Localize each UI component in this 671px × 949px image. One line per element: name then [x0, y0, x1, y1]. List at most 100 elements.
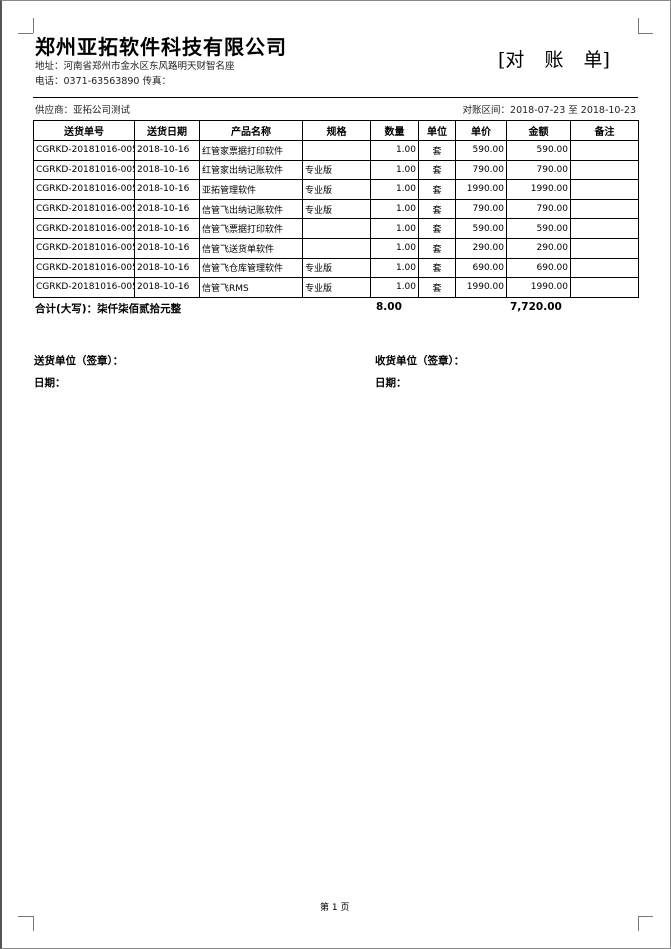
table-cell [302, 237, 371, 259]
table-cell: 2018-10-16 [134, 237, 200, 259]
company-address: 地址：河南省郑州市金水区东风路明天财智名座 [35, 61, 235, 72]
table-cell: 专业版 [302, 257, 371, 279]
table-cell: CGRKD-20181016-0056 [33, 257, 135, 279]
total-quantity: 8.00 [376, 301, 402, 313]
table-header-row: 送货单号 送货日期 产品名称 规格 数量 单位 单价 金额 备注 [33, 120, 639, 141]
corner-mark [638, 916, 653, 917]
column-header: 规格 [302, 120, 371, 141]
table-cell: 290.00 [455, 237, 507, 259]
total-amount: 7,720.00 [510, 301, 562, 313]
table-cell [570, 257, 639, 279]
table-cell: 1.00 [370, 257, 419, 279]
column-header: 送货单号 [33, 120, 135, 141]
table-cell: 790.00 [506, 198, 571, 220]
table-cell [570, 218, 639, 239]
table-cell: 套 [418, 277, 456, 298]
table-cell: 2018-10-16 [134, 277, 200, 298]
table-cell: 专业版 [302, 179, 371, 200]
table-cell [570, 198, 639, 220]
table-cell: 1.00 [370, 179, 419, 200]
column-header: 单位 [418, 120, 456, 141]
table-cell: CGRKD-20181016-0056 [33, 218, 135, 239]
table-cell: 套 [418, 198, 456, 220]
table-cell: 专业版 [302, 159, 371, 181]
table-cell: 1.00 [370, 218, 419, 239]
table-row: CGRKD-20181016-0056 2018-10-16 信管飞RMS 专业版 1.… [33, 277, 639, 298]
table-row: CGRKD-20181016-0056 2018-10-16 信管飞仓库管理软件 专业… [33, 257, 639, 279]
table-row: CGRKD-20181016-0055 2018-10-16 亚拓管理软件 专业版 1.… [33, 179, 639, 200]
header-divider [33, 97, 638, 98]
statement-table: 送货单号 送货日期 产品名称 规格 数量 单位 单价 金额 备注 CGRKD-20181016-… [33, 120, 639, 298]
table-cell [302, 218, 371, 239]
table-cell: 信管飞RMS [199, 277, 303, 298]
supplier: 供应商：亚拓公司测试 [35, 105, 131, 116]
table-cell: 2018-10-16 [134, 198, 200, 220]
table-cell: 套 [418, 140, 456, 161]
table-cell: 1.00 [370, 277, 419, 298]
table-cell: CGRKD-20181016-0055 [33, 179, 135, 200]
table-cell: 套 [418, 179, 456, 200]
column-header: 产品名称 [199, 120, 303, 141]
table-cell [570, 140, 639, 161]
page-number: 第 1 页 [320, 903, 350, 913]
table-cell: 2018-10-16 [134, 140, 200, 161]
sender-date-label: 日期： [34, 377, 66, 389]
total-in-words: 合计(大写)：柒仟柒佰贰拾元整 [35, 303, 182, 315]
column-header: 单价 [455, 120, 507, 141]
table-cell: 1.00 [370, 237, 419, 259]
table-cell [570, 179, 639, 200]
table-cell: 红管家票据打印软件 [199, 140, 303, 161]
corner-mark [638, 916, 639, 931]
table-cell: 2018-10-16 [134, 179, 200, 200]
statement-period: 对账区间：2018-07-23 至 2018-10-23 [462, 105, 636, 116]
table-cell: 信管飞送货单软件 [199, 237, 303, 259]
table-cell: CGRKD-20181016-0056 [33, 198, 135, 220]
table-cell: 1990.00 [506, 277, 571, 298]
table-row: CGRKD-20181016-0055 2018-10-16 红管家票据打印软件 1.… [33, 140, 639, 161]
table-cell: 690.00 [455, 257, 507, 279]
table-cell [570, 237, 639, 259]
table-cell: 590.00 [506, 218, 571, 239]
table-cell: CGRKD-20181016-0056 [33, 237, 135, 259]
table-cell: CGRKD-20181016-0055 [33, 159, 135, 181]
table-cell: 2018-10-16 [134, 218, 200, 239]
table-cell: CGRKD-20181016-0056 [33, 277, 135, 298]
table-cell: 590.00 [506, 140, 571, 161]
table-cell: 1990.00 [506, 179, 571, 200]
table-cell: 信管飞票据打印软件 [199, 218, 303, 239]
table-cell: 590.00 [455, 140, 507, 161]
table-row: CGRKD-20181016-0055 2018-10-16 红管家出纳记账软件 专业… [33, 159, 639, 181]
table-cell: 套 [418, 237, 456, 259]
table-cell: 亚拓管理软件 [199, 179, 303, 200]
receiver-date-label: 日期： [375, 377, 407, 389]
column-header: 送货日期 [134, 120, 200, 141]
table-row: CGRKD-20181016-0056 2018-10-16 信管飞送货单软件 1.0… [33, 237, 639, 259]
corner-mark [638, 33, 653, 34]
table-cell: 1.00 [370, 198, 419, 220]
document-title: [对 账 单] [498, 49, 610, 71]
table-cell: 专业版 [302, 277, 371, 298]
table-cell: 1990.00 [455, 277, 507, 298]
table-cell: 套 [418, 257, 456, 279]
corner-mark [638, 18, 639, 33]
table-cell: 790.00 [506, 159, 571, 181]
column-header: 金额 [506, 120, 571, 141]
company-name: 郑州亚拓软件科技有限公司 [35, 35, 287, 59]
table-cell [570, 159, 639, 181]
table-cell: 专业版 [302, 198, 371, 220]
table-cell: 590.00 [455, 218, 507, 239]
company-contact: 电话：0371-63563890 传真： [35, 76, 171, 87]
table-cell: 2018-10-16 [134, 159, 200, 181]
corner-mark [33, 916, 34, 931]
corner-mark [33, 18, 34, 33]
sender-signature-label: 送货单位（签章）： [34, 355, 124, 367]
table-cell: 红管家出纳记账软件 [199, 159, 303, 181]
table-cell: 信管飞出纳记账软件 [199, 198, 303, 220]
corner-mark [18, 916, 33, 917]
table-cell: CGRKD-20181016-0055 [33, 140, 135, 161]
table-cell: 690.00 [506, 257, 571, 279]
table-row: CGRKD-20181016-0056 2018-10-16 信管飞票据打印软件 1.… [33, 218, 639, 239]
table-row: CGRKD-20181016-0056 2018-10-16 信管飞出纳记账软件 专业… [33, 198, 639, 220]
table-cell: 290.00 [506, 237, 571, 259]
corner-mark [18, 33, 33, 34]
